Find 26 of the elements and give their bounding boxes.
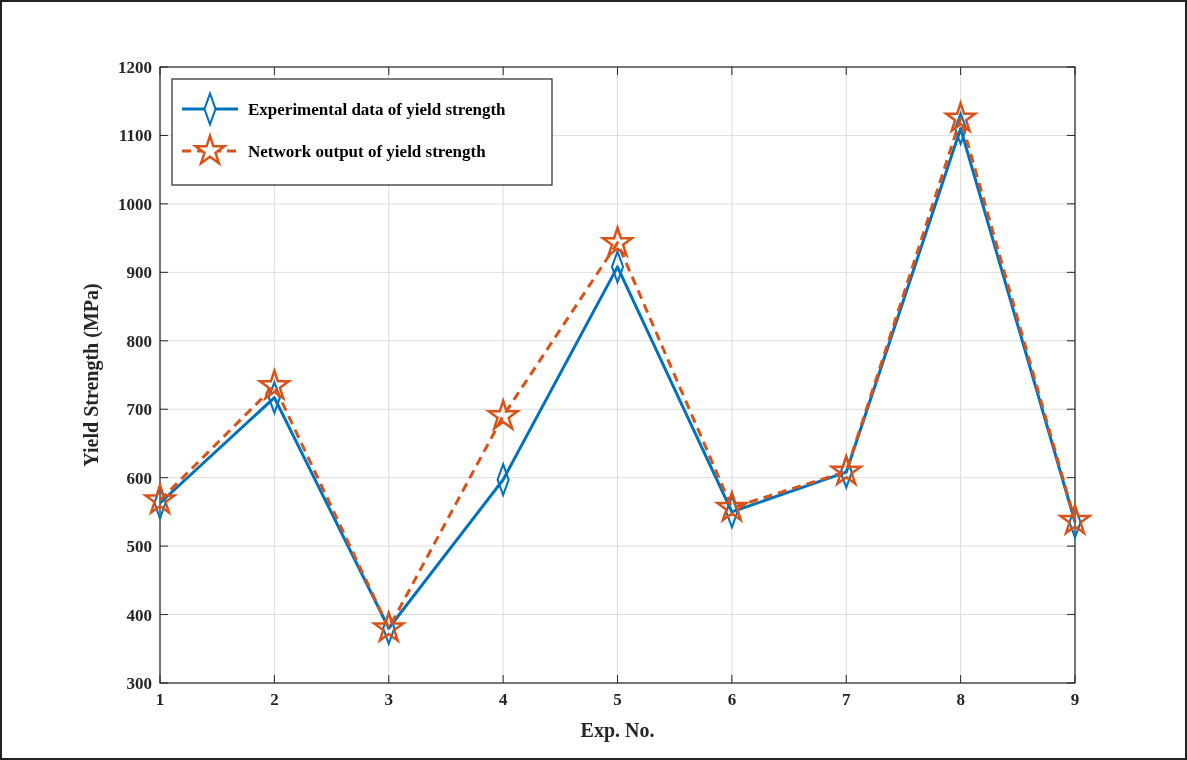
point <box>599 224 636 259</box>
x-tick-label: 6 <box>727 690 737 709</box>
x-tick-label: 4 <box>498 690 508 709</box>
y-tick-label: 1100 <box>118 126 152 146</box>
x-tick-label: 5 <box>613 690 622 709</box>
y-tick-label: 900 <box>126 263 152 283</box>
x-tick-label: 9 <box>1070 690 1080 709</box>
y-tick-label: 700 <box>126 400 152 420</box>
legend-label: Network output of yield strength <box>248 141 487 161</box>
point <box>942 99 979 134</box>
x-axis-title: Exp. No. <box>580 719 655 742</box>
legend-label: Experimental data of yield strength <box>248 99 507 119</box>
y-axis-title: Yield Strength (MPa) <box>80 283 103 467</box>
x-tick-label: 1 <box>155 690 165 709</box>
y-tick-label: 1000 <box>118 194 152 214</box>
x-tick-label: 8 <box>956 690 965 709</box>
x-tick-label: 3 <box>384 690 393 709</box>
y-tick-label: 400 <box>126 605 152 625</box>
point <box>256 367 293 402</box>
y-tick-label: 500 <box>126 537 152 557</box>
y-tick-label: 300 <box>126 673 152 693</box>
y-tick-label: 800 <box>126 331 152 351</box>
y-tick-label: 1200 <box>118 57 152 77</box>
x-tick-label: 2 <box>270 690 279 709</box>
x-tick-label: 7 <box>842 690 851 709</box>
y-tick-label: 600 <box>126 468 152 488</box>
